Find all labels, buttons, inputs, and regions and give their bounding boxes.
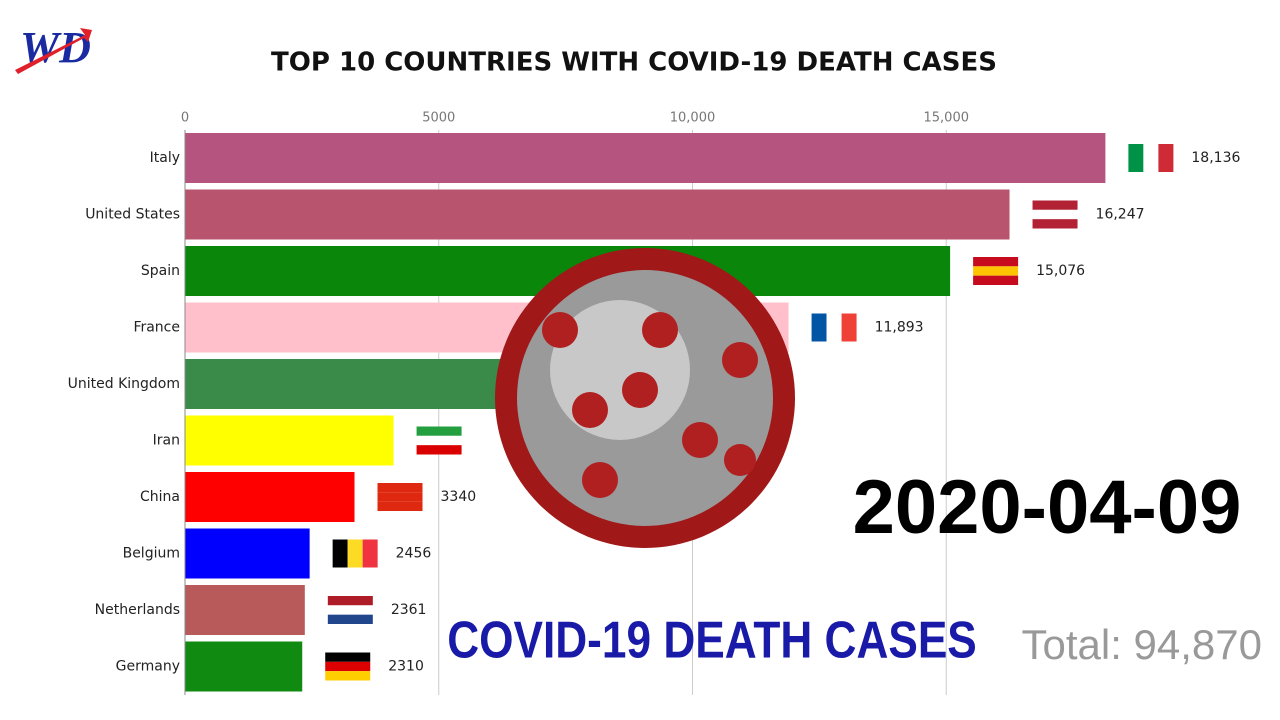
flag-stripe	[973, 257, 1019, 267]
bar	[185, 472, 355, 522]
y-tick-label: United Kingdom	[68, 376, 180, 392]
logo-arrow	[15, 28, 92, 74]
flag-stripe	[416, 445, 462, 455]
flag-stripe	[841, 313, 857, 342]
total-label: Total: 94,870	[1021, 621, 1262, 668]
flag-stripe	[416, 435, 462, 446]
plot: 0 5000 10,000 15,000 Italy 18,136 United State…	[68, 111, 1240, 695]
flag-stripe	[332, 539, 348, 568]
y-tick-label: Iran	[153, 433, 180, 449]
value-label: 2456	[396, 546, 432, 562]
bar	[185, 415, 394, 466]
y-tick-label: Netherlands	[95, 602, 180, 618]
flag-stripe	[377, 492, 423, 502]
chart-title: TOP 10 COUNTRIES WITH COVID-19 DEATH CAS…	[271, 48, 997, 78]
value-label: 2310	[388, 659, 424, 675]
flag-stripe	[1032, 219, 1078, 229]
y-tick-label: Germany	[116, 659, 180, 675]
x-tick-label: 5000	[422, 111, 455, 126]
y-tick-label: Spain	[141, 263, 180, 279]
flag-stripe	[973, 266, 1019, 276]
flag-stripe	[325, 661, 371, 672]
flag-stripe	[811, 313, 827, 342]
flag-stripe	[327, 605, 373, 615]
flag-stripe	[1128, 144, 1144, 172]
flag-stripe	[325, 671, 371, 681]
flag-stripe	[416, 426, 462, 436]
y-tick-label: United States	[85, 207, 180, 223]
y-tick-label: China	[140, 489, 180, 505]
x-tick-label: 15,000	[924, 111, 970, 126]
flag-stripe	[327, 596, 373, 606]
y-tick-label: Belgium	[123, 546, 180, 562]
virus-image	[495, 248, 795, 548]
flag-stripe	[826, 313, 842, 342]
x-tick-label: 10,000	[670, 111, 716, 126]
bar	[185, 528, 310, 579]
flag-stripe	[1143, 144, 1159, 172]
value-label: 2361	[391, 602, 427, 618]
bar	[185, 133, 1106, 183]
flag-stripe	[973, 275, 1019, 285]
x-tick-label: 0	[181, 111, 189, 126]
flag-stripe	[362, 539, 378, 568]
flag-stripe	[377, 483, 423, 493]
flag-stripe	[1158, 144, 1174, 172]
flag-stripe	[377, 501, 423, 511]
value-label: 3340	[441, 489, 477, 505]
bar	[185, 585, 305, 635]
value-label: 18,136	[1191, 150, 1240, 166]
value-label: 11,893	[875, 320, 924, 336]
y-tick-label: France	[133, 320, 180, 336]
bar	[185, 641, 303, 692]
flag-stripe	[327, 614, 373, 624]
flag-stripe	[325, 652, 371, 662]
value-label: 15,076	[1036, 263, 1085, 279]
y-tick-label: Italy	[150, 150, 180, 166]
flag-stripe	[347, 539, 363, 568]
caption: COVID-19 DEATH CASES	[447, 611, 977, 669]
bar	[185, 189, 1010, 240]
date-label: 2020-04-09	[853, 465, 1242, 550]
flag-stripe	[1032, 200, 1078, 210]
value-label: 16,247	[1096, 207, 1145, 223]
flag-stripe	[1032, 209, 1078, 220]
